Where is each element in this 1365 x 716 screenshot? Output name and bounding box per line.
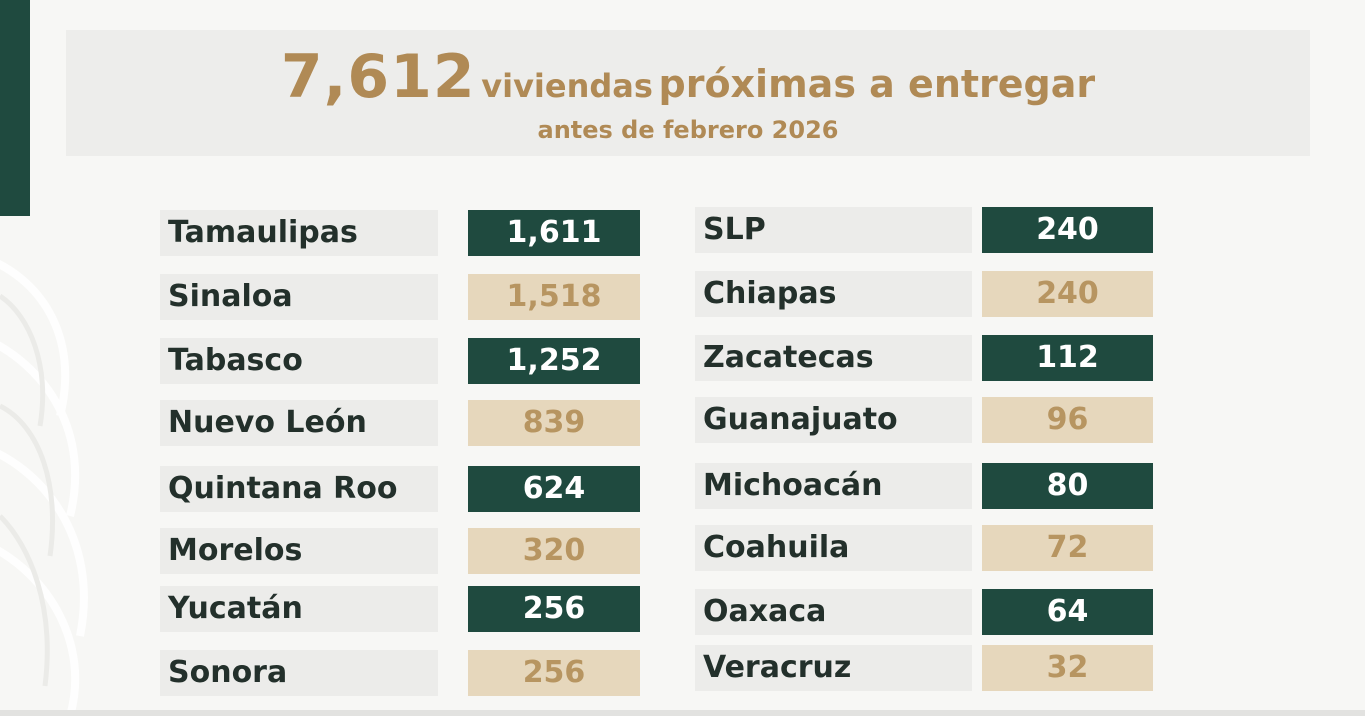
accent-side-bar	[0, 0, 30, 216]
state-name: Morelos	[160, 528, 438, 574]
state-name: Nuevo León	[160, 400, 438, 446]
housing-count: 256	[468, 586, 640, 632]
housing-count: 839	[468, 400, 640, 446]
housing-count: 96	[982, 397, 1153, 443]
state-name: Guanajuato	[695, 397, 972, 443]
state-name: Veracruz	[695, 645, 972, 691]
state-name: Tabasco	[160, 338, 438, 384]
headline-word-viviendas: viviendas	[481, 67, 653, 105]
state-name: Michoacán	[695, 463, 972, 509]
housing-count: 72	[982, 525, 1153, 571]
state-name: Sonora	[160, 650, 438, 696]
housing-count: 1,252	[468, 338, 640, 384]
housing-count: 64	[982, 589, 1153, 635]
housing-count: 112	[982, 335, 1153, 381]
housing-count: 240	[982, 271, 1153, 317]
state-name: Sinaloa	[160, 274, 438, 320]
state-name: Chiapas	[695, 271, 972, 317]
housing-count: 1,518	[468, 274, 640, 320]
total-housing-count: 7,612	[280, 42, 476, 112]
headline-subtitle: antes de febrero 2026	[537, 116, 839, 144]
housing-count: 32	[982, 645, 1153, 691]
state-name: Yucatán	[160, 586, 438, 632]
bottom-divider	[0, 710, 1365, 716]
housing-count: 320	[468, 528, 640, 574]
state-name: Oaxaca	[695, 589, 972, 635]
housing-count: 1,611	[468, 210, 640, 256]
state-name: Zacatecas	[695, 335, 972, 381]
housing-count: 240	[982, 207, 1153, 253]
state-name: Tamaulipas	[160, 210, 438, 256]
housing-count: 80	[982, 463, 1153, 509]
headline-rest: próximas a entregar	[658, 62, 1096, 106]
header-banner: 7,612 viviendas próximas a entregar ante…	[66, 30, 1310, 156]
housing-count: 624	[468, 466, 640, 512]
headline: 7,612 viviendas próximas a entregar	[66, 42, 1310, 112]
state-name: SLP	[695, 207, 972, 253]
state-name: Quintana Roo	[160, 466, 438, 512]
decorative-leaf-pattern	[0, 260, 88, 716]
state-name: Coahuila	[695, 525, 972, 571]
housing-count: 256	[468, 650, 640, 696]
